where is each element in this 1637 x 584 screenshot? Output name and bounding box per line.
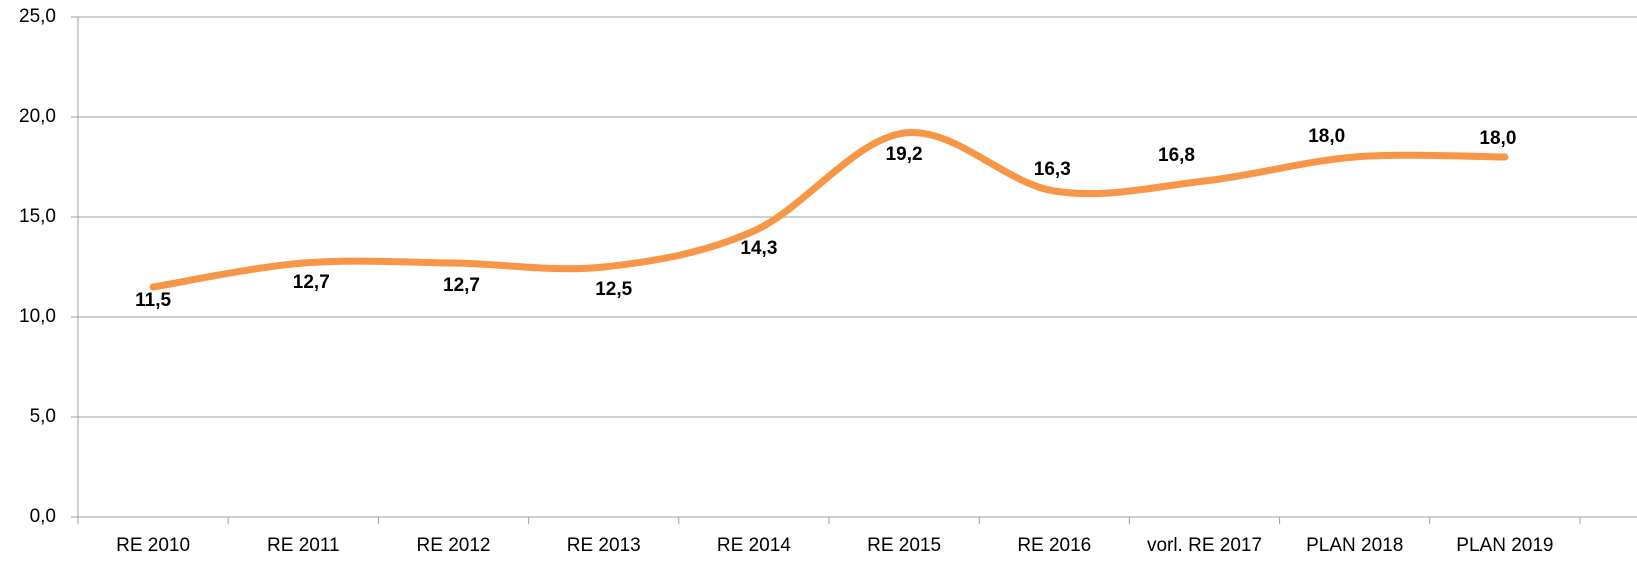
data-label: 18,0 <box>1308 126 1345 147</box>
data-label: 16,3 <box>1034 159 1071 180</box>
data-label: 14,3 <box>740 238 777 259</box>
y-tick-label: 15,0 <box>19 206 56 227</box>
y-tick-label: 20,0 <box>19 106 56 127</box>
x-tick-label: PLAN 2018 <box>1306 535 1403 556</box>
y-tick-label: 0,0 <box>30 506 56 527</box>
data-label: 12,7 <box>293 272 330 293</box>
line <box>149 129 1509 291</box>
y-tick-label: 5,0 <box>30 406 56 427</box>
y-tick-label: 10,0 <box>19 306 56 327</box>
x-tick-label: vorl. RE 2017 <box>1147 535 1262 556</box>
x-tick-label: RE 2013 <box>567 535 641 556</box>
x-tick-label: RE 2015 <box>867 535 941 556</box>
data-label: 18,0 <box>1479 128 1516 149</box>
x-tick-label: RE 2016 <box>1017 535 1091 556</box>
x-tick-label: PLAN 2019 <box>1456 535 1553 556</box>
data-label: 12,5 <box>595 279 632 300</box>
data-label: 16,8 <box>1158 145 1195 166</box>
data-label: 11,5 <box>135 290 171 311</box>
x-tick-label: RE 2014 <box>717 535 791 556</box>
x-tick-label: RE 2012 <box>417 535 491 556</box>
y-tick-label: 25,0 <box>19 6 56 27</box>
data-label: 12,7 <box>443 275 480 296</box>
x-tick-label: RE 2010 <box>116 535 190 556</box>
data-label: 19,2 <box>886 144 923 165</box>
x-tick-label: RE 2011 <box>267 535 340 556</box>
